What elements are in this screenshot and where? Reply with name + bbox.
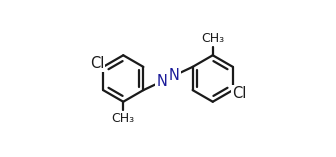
Text: N: N xyxy=(157,74,168,89)
Text: Cl: Cl xyxy=(90,56,104,71)
Text: CH₃: CH₃ xyxy=(112,112,135,125)
Text: Cl: Cl xyxy=(232,86,246,101)
Text: N: N xyxy=(168,68,179,83)
Text: CH₃: CH₃ xyxy=(201,32,224,45)
